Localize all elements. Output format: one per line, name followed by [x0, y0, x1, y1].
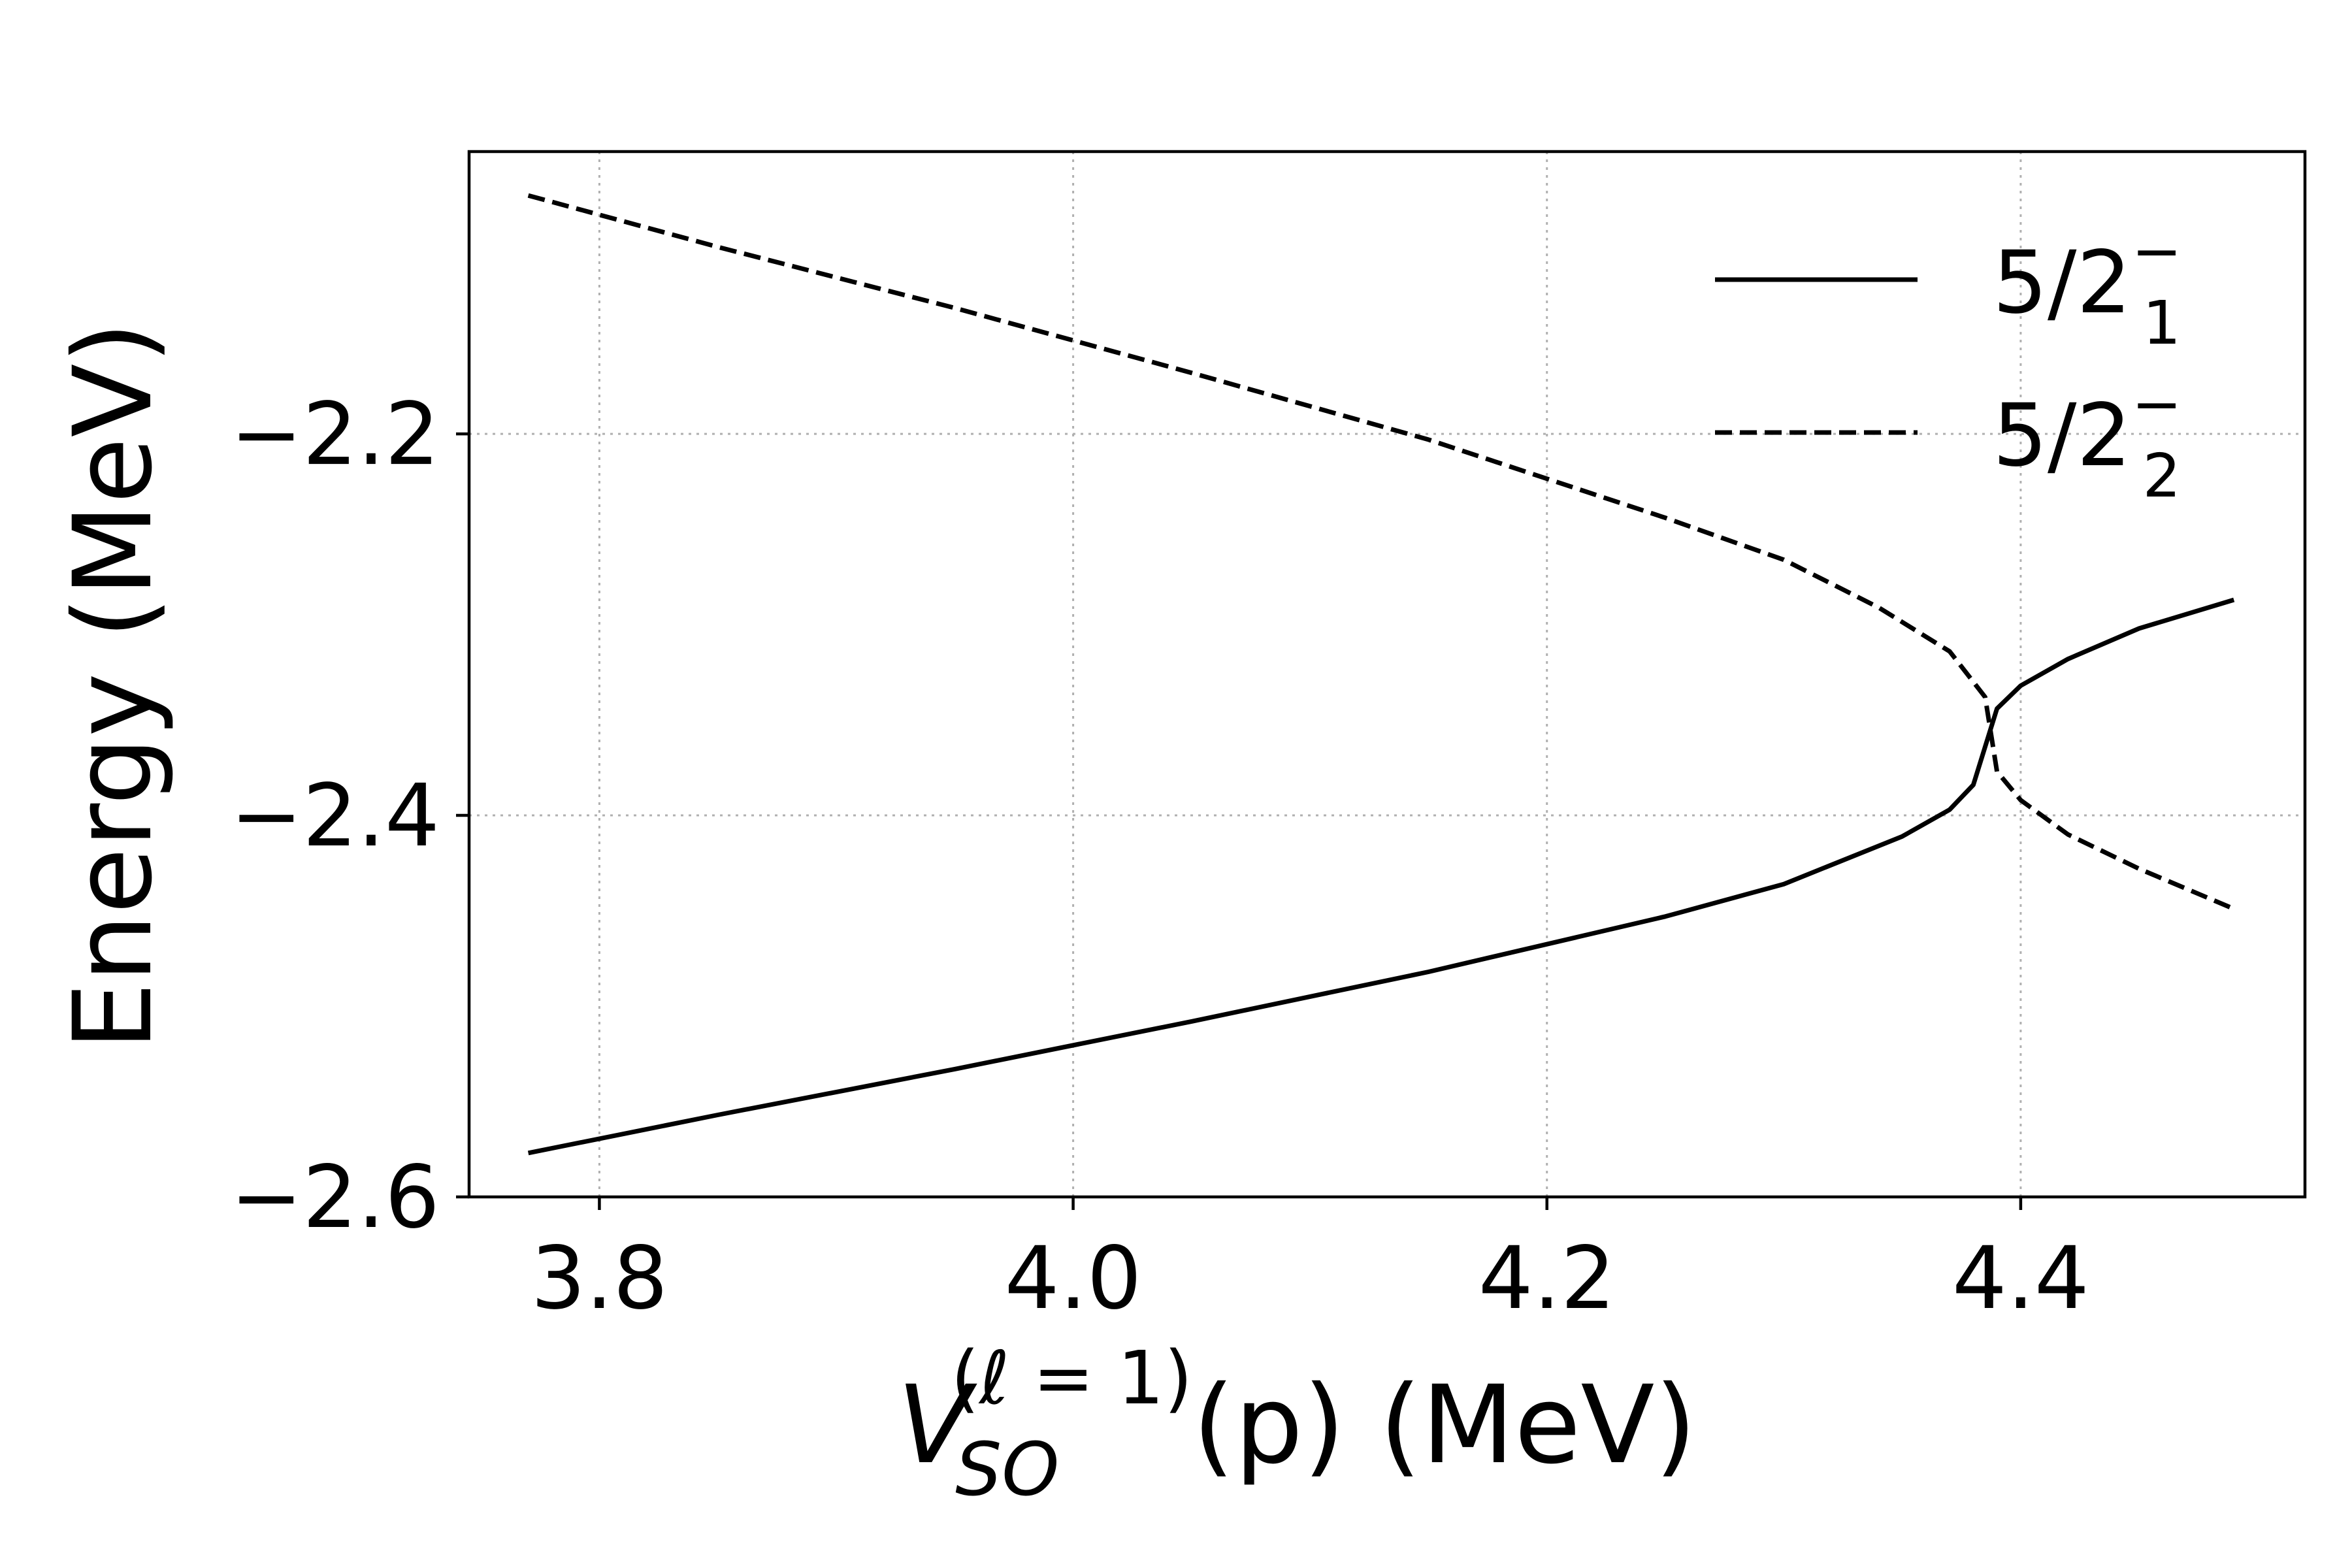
y-tick-label: −2.2 [230, 384, 440, 485]
x-tick-label: 4.2 [1478, 1228, 1616, 1329]
series-group [527, 193, 2235, 1156]
x-tick-label: 4.0 [1005, 1228, 1142, 1329]
x-tick-label: 4.4 [1952, 1228, 2089, 1329]
legend-label-1: 5/2− 1 [1993, 216, 2182, 358]
legend-label-1-base: 5/2 [1993, 233, 2131, 333]
x-axis-label: VSO(ℓ = 1)(p) (MeV) [897, 1336, 1697, 1512]
series-line-2 [527, 193, 2235, 911]
legend-label-1-sup: − [2131, 216, 2181, 286]
x-axis-label-main: V [897, 1362, 977, 1488]
legend-label-1-sub: 1 [2143, 288, 2181, 358]
legend-label-2-base: 5/2 [1993, 385, 2131, 486]
y-axis-label: Energy (MeV) [50, 321, 176, 1051]
legend: 5/2− 1 5/2− 2 [1715, 216, 2182, 511]
x-axis-label-superscript: (ℓ = 1) [951, 1336, 1192, 1421]
axis-ticks: 3.8 4.0 4.2 4.4 −2.2 −2.4 −2.6 [230, 384, 2089, 1329]
y-tick-label: −2.6 [230, 1147, 440, 1248]
legend-label-2-sup: − [2131, 369, 2181, 439]
legend-label-2: 5/2− 2 [1993, 369, 2182, 511]
series-line-1 [527, 597, 2235, 1156]
legend-label-2-sub: 2 [2143, 441, 2181, 511]
plot-frame [467, 150, 2307, 1199]
y-tick-label: −2.4 [230, 766, 440, 866]
x-axis-label-rest: (p) (MeV) [1192, 1362, 1696, 1488]
x-tick-label: 3.8 [531, 1228, 668, 1329]
x-axis-label-subscript: SO [955, 1428, 1059, 1512]
